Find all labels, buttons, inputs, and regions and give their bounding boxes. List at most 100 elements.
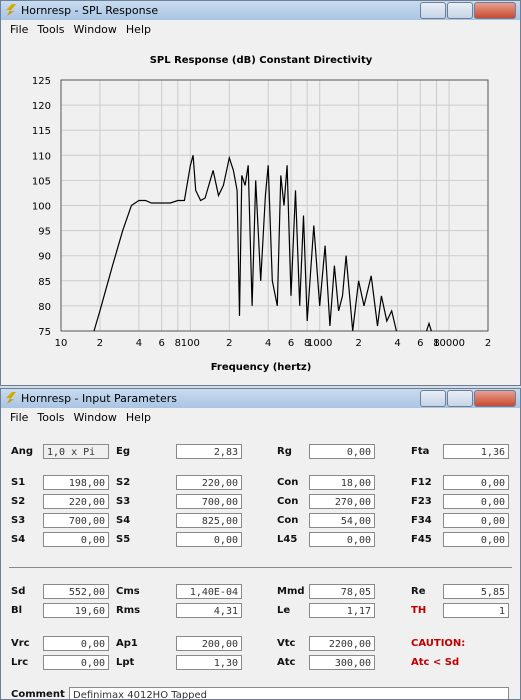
input-field[interactable]: 0,00 [443,513,509,528]
x-tick-label: 1000 [307,338,332,349]
input-field[interactable]: 5,85 [443,584,509,599]
comment-label: Comment [11,689,65,700]
field-label: Bl [11,605,23,616]
input-field[interactable]: 220,00 [176,475,242,490]
x-tick-label: 10000 [433,338,465,349]
field-label: Atc [277,657,296,668]
x-tick-label: 4 [265,338,271,349]
field-label: S3 [116,496,131,507]
menu-bar: File Tools Window Help [1,21,520,39]
field-label: S5 [116,534,131,545]
field-label: S1 [11,477,26,488]
field-label: Lpt [116,657,135,668]
title-bar: Hornresp - SPL Response [1,1,520,20]
field-label: Ap1 [116,638,138,649]
input-field[interactable]: 220,00 [43,494,109,509]
y-tick-label: 105 [32,176,51,187]
y-tick-label: 110 [32,151,51,162]
input-field[interactable]: 19,60 [43,603,109,618]
field-label: S4 [116,515,131,526]
input-window: Hornresp - Input Parameters File Tools Win… [0,388,521,700]
minimize[interactable] [420,390,446,407]
input-field[interactable]: 0,00 [43,532,109,547]
field-label: Vrc [11,638,30,649]
x-tick-label: 2 [97,338,103,349]
window-title: Hornresp - SPL Response [21,4,159,17]
field-label: S4 [11,534,26,545]
field-label: Con [277,477,299,488]
x-tick-label: 2 [355,338,361,349]
title-bar: Hornresp - Input Parameters [1,389,520,408]
input-field[interactable]: 1 [443,603,509,618]
x-tick-label: 8 [175,338,181,349]
input-field[interactable]: 0,00 [443,532,509,547]
input-field[interactable]: 700,00 [176,494,242,509]
window-title: Hornresp - Input Parameters [21,392,177,405]
y-tick-label: 75 [38,327,51,338]
input-field[interactable]: 2,83 [176,444,242,459]
input-field[interactable]: 0,00 [309,444,375,459]
field-label: Rg [277,446,292,457]
input-field[interactable]: 198,00 [43,475,109,490]
x-tick-label: 2 [485,338,491,349]
x-tick-label: 6 [288,338,294,349]
x-tick-label: 100 [181,338,200,349]
input-field[interactable]: 0,00 [443,475,509,490]
field-label: Rms [116,605,141,616]
input-field[interactable]: 54,00 [309,513,375,528]
input-field[interactable]: 0,00 [43,636,109,651]
input-field[interactable]: 300,00 [309,655,375,670]
field-label: TH [411,605,427,616]
field-label: S3 [11,515,26,526]
input-field[interactable]: 18,00 [309,475,375,490]
menu-item[interactable]: Help [125,411,151,424]
field-label: F45 [411,534,432,545]
field-label: F23 [411,496,432,507]
comment-field[interactable]: Definimax 4012HO Tapped [69,687,509,699]
field-label: Vtc [277,638,296,649]
input-field[interactable]: 2200,00 [309,636,375,651]
x-tick-label: 6 [158,338,164,349]
x-tick-label: 8 [433,338,439,349]
input-field[interactable]: 700,00 [43,513,109,528]
minimize[interactable] [420,2,446,19]
menu-item[interactable]: Tools [37,411,65,424]
input-field[interactable]: 1,40E-04 [176,584,242,599]
menu-item[interactable]: Tools [37,23,65,36]
input-field[interactable]: 1,0 x Pi [43,444,109,459]
field-label: S2 [11,496,26,507]
menu-item[interactable]: Window [73,411,117,424]
input-field[interactable]: 825,00 [176,513,242,528]
y-tick-label: 115 [32,126,51,137]
menu-item[interactable]: Help [125,23,151,36]
menu-item[interactable]: File [10,411,29,424]
field-label: Cms [116,586,140,597]
input-field[interactable]: 1,36 [443,444,509,459]
input-field[interactable]: 1,17 [309,603,375,618]
input-field[interactable]: 552,00 [43,584,109,599]
input-field[interactable]: 0,00 [176,532,242,547]
input-field[interactable]: 0,00 [443,494,509,509]
input-field[interactable]: 200,00 [176,636,242,651]
input-field[interactable]: 4,31 [176,603,242,618]
field-label: Con [277,515,299,526]
field-label: Re [411,586,426,597]
input-field[interactable]: 1,30 [176,655,242,670]
menu-item[interactable]: File [10,23,29,36]
y-tick-label: 85 [38,277,51,288]
menu-item[interactable]: Window [73,23,117,36]
input-field[interactable]: 0,00 [43,655,109,670]
field-label: CAUTION: [411,638,466,649]
close[interactable] [474,2,516,19]
x-tick-label: 8 [304,338,310,349]
input-field[interactable]: 270,00 [309,494,375,509]
maximize[interactable] [447,390,473,407]
x-tick-label: 4 [136,338,142,349]
separator [9,567,512,568]
maximize[interactable] [447,2,473,19]
close[interactable] [474,390,516,407]
y-tick-label: 80 [38,302,51,313]
input-field[interactable]: 78,05 [309,584,375,599]
x-axis-label: Frequency (hertz) [211,362,312,373]
input-field[interactable]: 0,00 [309,532,375,547]
